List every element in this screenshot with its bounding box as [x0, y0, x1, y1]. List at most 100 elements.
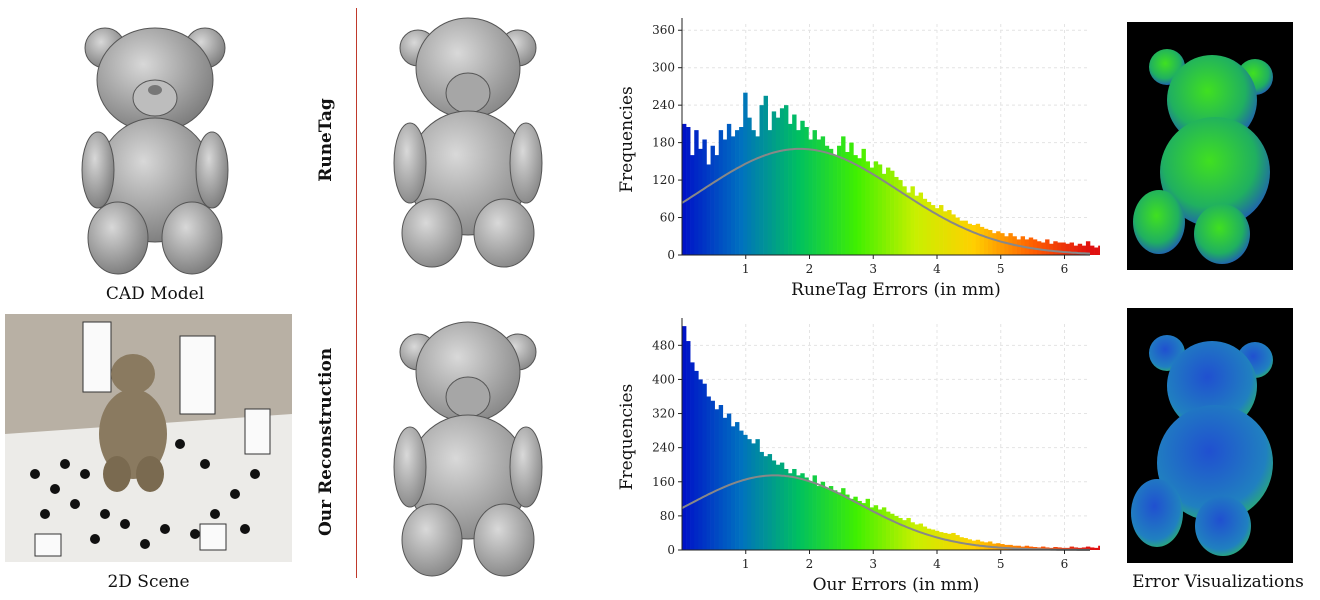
histogram-bar	[747, 117, 752, 255]
histogram-bar	[759, 105, 764, 255]
histogram-bar	[1094, 247, 1099, 255]
histogram-bar	[1057, 242, 1062, 255]
histogram-bar	[873, 505, 879, 550]
histogram-bar	[853, 155, 858, 255]
row-label-our-reconstruction: Our Reconstruction	[316, 347, 336, 536]
histogram-bar	[755, 439, 760, 550]
histogram-bar	[902, 186, 907, 255]
histogram-bar	[706, 396, 711, 550]
histogram-bar	[824, 488, 830, 550]
x-tick-label: 3	[869, 557, 877, 571]
histogram-bar	[706, 164, 711, 255]
histogram-bar	[828, 486, 834, 550]
histogram-bar	[718, 405, 724, 550]
histogram-bar	[1094, 547, 1099, 550]
y-tick-label: 0	[667, 248, 675, 262]
histogram-bar	[775, 117, 781, 255]
histogram-bar	[914, 195, 919, 255]
histogram-bar	[845, 151, 850, 255]
histogram-bar	[1085, 241, 1091, 255]
histogram-bar	[894, 515, 899, 550]
histogram-bar	[947, 533, 952, 550]
x-axis-label: RuneTag Errors (in mm)	[791, 280, 1001, 300]
histogram-bar	[975, 223, 981, 255]
histogram-bar	[869, 507, 875, 550]
histogram-bar	[718, 130, 724, 255]
histogram-bar	[751, 130, 756, 255]
our-error-visualization	[1127, 308, 1293, 563]
histogram-bar	[771, 111, 777, 256]
histogram-bar	[914, 524, 919, 550]
histogram-bar	[881, 507, 887, 550]
histogram-bar	[906, 192, 911, 255]
histogram-bar	[1069, 546, 1074, 550]
histogram-bar	[922, 526, 928, 550]
histogram-bar	[808, 481, 813, 550]
histogram-bar	[934, 530, 940, 550]
histogram-bar	[690, 155, 695, 255]
runetag-error-histogram: 0 60 120 180 240 300 360 1 2 3 4 5 6 RuneTag Errors (…	[617, 18, 1100, 300]
histogram-bar	[759, 451, 764, 550]
histogram-bar	[939, 205, 944, 255]
scene-2d-caption: 2D Scene	[107, 572, 190, 592]
our-error-histogram: 0 80 160 240 320 400 480 1 2 3 4 5 6 Our Errors (in m…	[617, 318, 1100, 595]
x-tick-label: 5	[997, 557, 1005, 571]
histogram-bar	[792, 114, 797, 255]
histogram-bar	[1065, 243, 1070, 255]
histogram-bar	[1041, 242, 1046, 255]
histogram-bar	[979, 226, 985, 255]
histogram-bar	[886, 511, 891, 550]
our-reconstruction-render	[393, 321, 543, 577]
histogram-bar	[755, 136, 760, 255]
histogram-bar	[967, 223, 972, 255]
histogram-bar	[877, 509, 883, 550]
histogram-bar	[686, 127, 691, 255]
histogram-bar	[1081, 547, 1087, 550]
histogram-bar	[890, 513, 895, 550]
histogram-bar	[861, 148, 866, 255]
histogram-bar	[784, 468, 789, 550]
x-tick-label: 2	[806, 262, 814, 276]
histogram-bar	[910, 522, 915, 550]
histogram-bar	[820, 136, 826, 255]
histogram-bar	[739, 430, 744, 550]
histogram-bar	[992, 233, 997, 255]
histogram-bar	[698, 148, 703, 255]
y-tick-label: 360	[652, 23, 675, 37]
histogram-bar	[930, 529, 936, 550]
histogram-bar	[837, 145, 842, 255]
histogram-bar	[1081, 245, 1087, 255]
histogram-bar	[730, 136, 736, 255]
histogram-bar	[743, 92, 748, 255]
y-tick-label: 300	[652, 61, 675, 75]
histogram-bar	[796, 475, 801, 550]
histogram-bar	[1004, 236, 1009, 255]
histogram-bar	[939, 532, 944, 550]
fit-curve	[681, 147, 1091, 255]
histogram-bar	[694, 370, 699, 550]
histogram-bar	[1090, 245, 1095, 255]
histogram-bar	[922, 198, 928, 255]
histogram-bar	[898, 180, 903, 255]
histogram-bar	[1045, 239, 1050, 255]
histogram-bar	[1090, 547, 1095, 550]
histogram-bar	[828, 148, 834, 255]
histogram-bar	[930, 205, 936, 255]
column-divider	[356, 8, 357, 578]
histogram-bar	[710, 145, 715, 255]
histogram-bar	[682, 326, 687, 550]
histogram-bar	[988, 541, 993, 550]
histogram-bar	[726, 413, 732, 550]
histogram-bar	[959, 220, 964, 255]
histogram-bar	[845, 494, 850, 550]
runetag-error-visualization	[1127, 22, 1293, 270]
histogram-bar	[837, 492, 842, 550]
histogram-bar	[702, 139, 707, 255]
histogram-bar	[1024, 545, 1030, 550]
histogram-bar	[983, 228, 989, 255]
histogram-bar	[881, 173, 887, 255]
histogram-bar	[918, 192, 924, 255]
histogram-bar	[1069, 242, 1074, 255]
histogram-bar	[1036, 241, 1042, 255]
y-tick-label: 160	[652, 475, 675, 489]
